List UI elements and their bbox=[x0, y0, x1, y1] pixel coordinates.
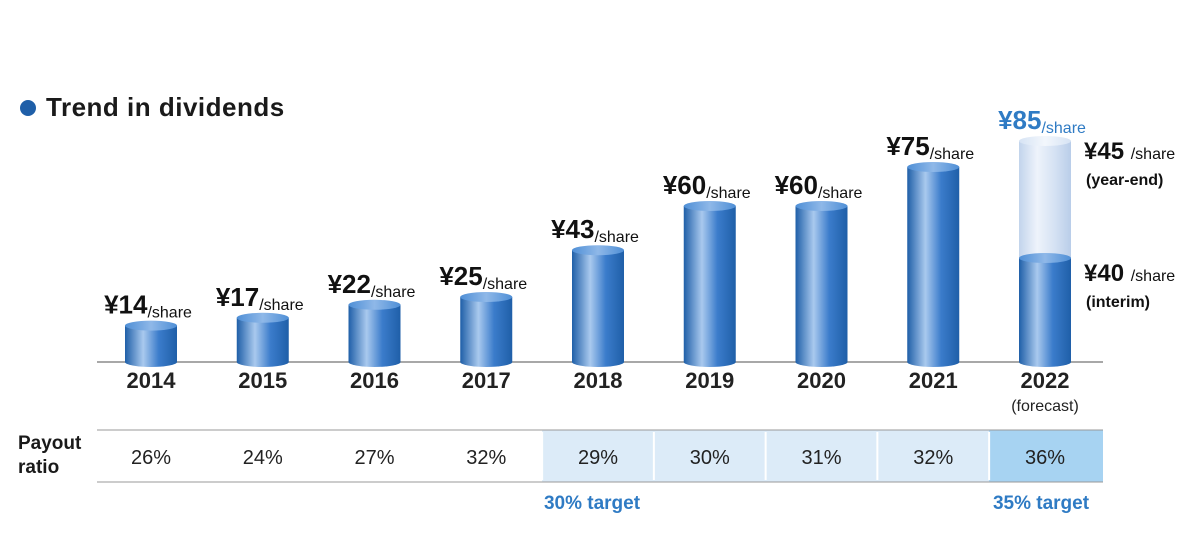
x-tick-label: 2019 bbox=[685, 368, 734, 393]
bar-forecast-interim-body bbox=[1019, 258, 1071, 367]
bar-value-label: ¥43/share bbox=[551, 214, 639, 246]
bar-value-label: ¥17/share bbox=[216, 282, 304, 314]
bar-cap bbox=[460, 292, 513, 302]
payout-target-30-label: 30% target bbox=[544, 493, 641, 514]
bar-value-label: ¥75/share bbox=[886, 131, 974, 163]
bar-value-label: ¥22/share bbox=[328, 269, 416, 301]
payout-value: 31% bbox=[801, 447, 841, 469]
bar-value-label: ¥85/share bbox=[998, 105, 1086, 137]
payout-value: 29% bbox=[578, 447, 618, 469]
x-tick-label: 2016 bbox=[350, 368, 399, 393]
x-tick-label: 2021 bbox=[909, 368, 958, 393]
forecast-interim-label: ¥40 /share bbox=[1084, 260, 1175, 287]
bar bbox=[683, 201, 736, 367]
bar-forecast-year-end-body bbox=[1019, 141, 1071, 263]
bar-forecast-interim-cap bbox=[1019, 253, 1071, 263]
bar-body bbox=[125, 325, 177, 367]
bar bbox=[236, 312, 289, 367]
bar-value-label: ¥25/share bbox=[439, 261, 527, 293]
forecast-year-end-label: ¥45 /share bbox=[1084, 138, 1175, 165]
x-tick-label: 2015 bbox=[238, 368, 287, 393]
bar bbox=[572, 245, 624, 367]
bar-forecast-year-end-cap bbox=[1019, 136, 1071, 146]
bar-cap bbox=[236, 312, 289, 323]
bar-body bbox=[460, 297, 513, 367]
payout-value: 32% bbox=[913, 447, 953, 469]
bar-body bbox=[795, 206, 848, 367]
forecast-interim-label-note: (interim) bbox=[1086, 294, 1150, 311]
x-tick-label: 2017 bbox=[462, 368, 511, 393]
payout-target-35-label: 35% target bbox=[993, 493, 1090, 514]
x-tick-note: (forecast) bbox=[1011, 398, 1079, 415]
payout-value: 27% bbox=[354, 447, 394, 469]
bar-forecast-year-end bbox=[1019, 136, 1071, 263]
bar bbox=[460, 292, 513, 367]
payout-ratio-label: Payout ratio bbox=[18, 432, 81, 480]
x-tick-label: 2020 bbox=[797, 368, 846, 393]
x-tick-label: 2022 bbox=[1021, 368, 1070, 393]
bar bbox=[795, 201, 848, 367]
bar-body bbox=[683, 206, 736, 367]
payout-value: 26% bbox=[131, 447, 171, 469]
bar-body bbox=[572, 250, 624, 367]
payout-value: 30% bbox=[690, 447, 730, 469]
payout-value: 24% bbox=[243, 447, 283, 469]
bar bbox=[348, 299, 401, 367]
payout-label-line2: ratio bbox=[18, 457, 60, 478]
title-bullet-icon bbox=[20, 99, 36, 116]
bar-cap bbox=[795, 201, 848, 211]
x-tick-label: 2014 bbox=[127, 368, 177, 393]
bar-cap bbox=[907, 162, 960, 172]
payout-label-line1: Payout bbox=[18, 433, 82, 454]
bar-value-label: ¥60/share bbox=[775, 170, 863, 202]
bar-cap bbox=[572, 245, 624, 256]
x-tick-label: 2018 bbox=[574, 368, 623, 393]
chart-title-text: Trend in dividends bbox=[46, 92, 285, 122]
payout-value: 32% bbox=[466, 447, 506, 469]
bar-value-label: ¥60/share bbox=[663, 170, 751, 202]
bar-cap bbox=[125, 320, 177, 331]
bar-cap bbox=[348, 299, 401, 310]
bar-cap bbox=[683, 201, 736, 211]
forecast-year-end-label-note: (year-end) bbox=[1086, 172, 1163, 189]
chart-title: Trend in dividends bbox=[20, 92, 285, 123]
payout-highlight-35 bbox=[989, 430, 1103, 482]
bar bbox=[125, 320, 177, 367]
bar bbox=[907, 162, 960, 367]
bar-body bbox=[236, 317, 289, 367]
bar-body bbox=[907, 167, 960, 367]
bar-value-label: ¥14/share bbox=[104, 290, 192, 322]
bar-body bbox=[348, 304, 401, 367]
bar-forecast-interim bbox=[1019, 253, 1071, 367]
payout-value: 36% bbox=[1025, 447, 1065, 469]
